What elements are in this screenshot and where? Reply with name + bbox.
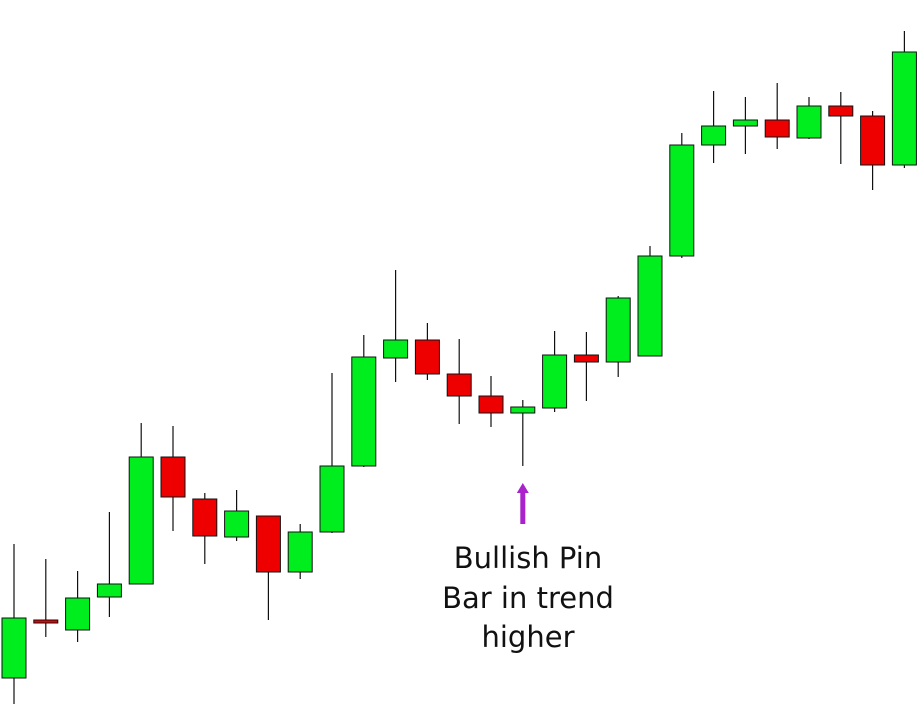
- candle-1: [1, 544, 27, 704]
- candle-body-bullish: [128, 456, 154, 585]
- candle-8: [224, 490, 250, 541]
- candles-layer: [1, 31, 917, 704]
- candle-6: [160, 426, 186, 531]
- candle-body-bullish: [224, 510, 250, 538]
- candle-body-bullish: [891, 51, 917, 166]
- candle-body-bullish: [510, 406, 536, 414]
- candle-18: [542, 331, 568, 412]
- candle-body-bearish: [860, 115, 886, 166]
- candle-27: [828, 92, 854, 164]
- candle-21: [637, 246, 663, 357]
- candle-body-bearish: [414, 339, 440, 375]
- candle-29: [891, 31, 917, 168]
- candle-body-bullish: [351, 356, 377, 467]
- candle-body-bullish: [637, 255, 663, 357]
- annotation-line-1: Bullish Pin: [454, 541, 602, 575]
- candle-9: [255, 515, 281, 620]
- candle-5: [128, 423, 154, 585]
- candle-body-bullish: [1, 617, 27, 679]
- candle-11: [319, 373, 345, 533]
- candle-15: [446, 339, 472, 424]
- candle-body-bullish: [383, 339, 409, 359]
- candle-body-bullish: [319, 465, 345, 533]
- candle-23: [701, 91, 727, 163]
- candle-13: [383, 270, 409, 382]
- candle-28: [860, 111, 886, 190]
- candle-20: [605, 296, 631, 377]
- annotation-arrow-icon: [516, 483, 529, 524]
- annotation-line-2: Bar in trend: [442, 581, 614, 615]
- candle-7: [192, 493, 218, 564]
- candle-19: [573, 332, 599, 401]
- candle-3: [65, 571, 91, 642]
- candle-22: [669, 133, 695, 258]
- annotation-line-3: higher: [482, 620, 575, 654]
- candle-14: [414, 323, 440, 380]
- candle-10: [287, 524, 313, 579]
- candle-12: [351, 335, 377, 467]
- candle-body-bullish: [701, 125, 727, 146]
- candle-body-bullish: [96, 583, 122, 598]
- candle-body-bearish: [160, 456, 186, 498]
- candle-2: [33, 559, 59, 637]
- candle-16: [478, 376, 504, 427]
- candle-body-bearish: [255, 515, 281, 573]
- candle-body-bullish: [542, 354, 568, 409]
- candle-24: [732, 97, 758, 154]
- candle-body-bearish: [33, 619, 59, 624]
- annotation-group: Bullish Pin Bar in trend higher: [442, 483, 614, 654]
- candle-body-bullish: [796, 105, 822, 139]
- candle-body-bearish: [764, 119, 790, 138]
- candle-25: [764, 83, 790, 149]
- candle-body-bullish: [605, 297, 631, 363]
- candle-body-bullish: [732, 119, 758, 127]
- candle-body-bullish: [669, 144, 695, 257]
- candle-body-bearish: [573, 354, 599, 363]
- candle-body-bearish: [478, 395, 504, 414]
- candle-26: [796, 97, 822, 139]
- candle-4: [96, 512, 122, 617]
- candle-body-bearish: [192, 498, 218, 537]
- candle-body-bullish: [65, 597, 91, 631]
- candle-body-bearish: [828, 105, 854, 117]
- candle-17: [510, 400, 536, 466]
- candle-body-bearish: [446, 373, 472, 397]
- candle-body-bullish: [287, 531, 313, 573]
